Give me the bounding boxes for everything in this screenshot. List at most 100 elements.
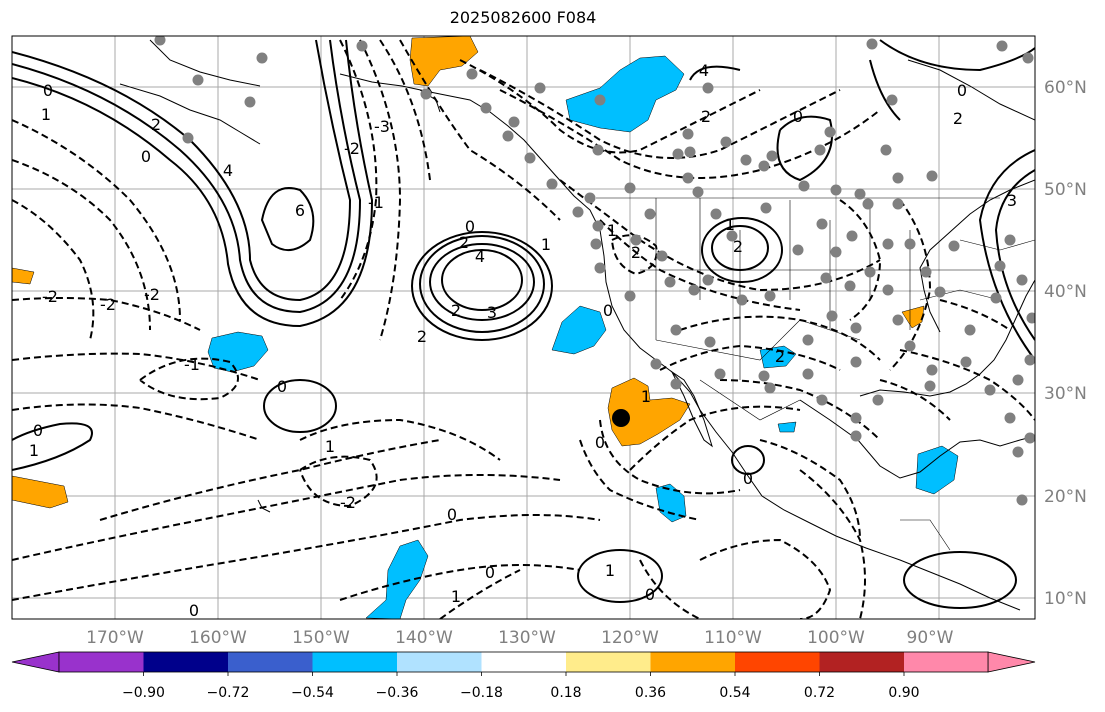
contour-label: 2 (775, 347, 785, 366)
colorbar-tick-labels: −0.90 −0.72 −0.54 −0.36 −0.18 0.18 0.36 … (122, 685, 920, 701)
colorbar-extend-left (11, 651, 60, 673)
latitude-labels: 60°N 50°N 40°N 30°N 20°N 10°N (1044, 78, 1087, 609)
station-markers (154, 36, 1035, 506)
map-background (12, 36, 1035, 619)
lat-label: 60°N (1044, 78, 1087, 98)
contour-label: -2 (344, 139, 360, 158)
colorbar-cell (566, 652, 651, 672)
contour-label: -2 (42, 287, 58, 306)
colorbar-tick-label: 0.54 (719, 685, 750, 701)
contour-label: 0 (33, 421, 43, 440)
contour-label: 1 (325, 437, 335, 456)
contour-label: -2 (100, 295, 116, 314)
contour-label: 0 (793, 107, 803, 126)
colorbar-cell (819, 652, 904, 672)
contour-label: 2 (701, 107, 711, 126)
contour-label: 4 (699, 61, 709, 80)
positive-anomaly-fills (12, 36, 925, 509)
lon-label: 130°W (498, 628, 556, 648)
contour-label: -1 (184, 355, 200, 374)
contour-label: 2 (733, 237, 743, 256)
contour-label: -2 (144, 285, 160, 304)
colorbar-tick-label: 0.72 (804, 685, 835, 701)
colorbar-tick-label: −0.18 (460, 685, 503, 701)
contour-label: 1 (41, 105, 51, 124)
lat-label: 20°N (1044, 487, 1087, 507)
colorbar-tick-label: 0.36 (635, 685, 666, 701)
contour-label: 1 (451, 587, 461, 606)
contour-label: 0 (43, 81, 53, 100)
contour-label: 0 (743, 469, 753, 488)
contour-label: 0 (645, 585, 655, 604)
contour-label: -3 (374, 117, 390, 136)
colorbar-tick-label: −0.36 (376, 685, 419, 701)
contour-label: 0 (957, 81, 967, 100)
contour-label: 2 (417, 327, 427, 346)
lon-label: 100°W (807, 628, 865, 648)
colorbar-tick-label: −0.54 (291, 685, 334, 701)
colorbar-frame (58, 651, 989, 673)
map-frame (11, 35, 1036, 620)
contour-label: 0 (485, 563, 495, 582)
contour-label: 1 (641, 387, 651, 406)
colorbar-cell (228, 652, 313, 672)
colorbar-ticks (143, 672, 905, 676)
black-dot-marker (612, 409, 630, 427)
contour-label: 2 (953, 109, 963, 128)
lon-label: 90°W (907, 628, 954, 648)
contour-label: 1 (29, 441, 39, 460)
colorbar-cells (59, 652, 988, 672)
colorbar-cell (59, 652, 144, 672)
colorbar-tick-label: −0.72 (207, 685, 250, 701)
contour-label: 0 (447, 505, 457, 524)
contour-label: -2 (340, 493, 356, 512)
colorbar-tick-label: −0.90 (122, 685, 165, 701)
contour-label: 1 (605, 561, 615, 580)
negative-anomaly-fills (207, 55, 959, 619)
colorbar-tick-label: 0.18 (550, 685, 581, 701)
contour-label: 4 (223, 161, 233, 180)
lat-label: 10°N (1044, 589, 1087, 609)
contour-label: 1 (725, 215, 735, 234)
contour-label: 2 (459, 233, 469, 252)
lon-label: 150°W (292, 628, 350, 648)
colorbar-extend-right (987, 651, 1036, 673)
lat-label: 50°N (1044, 180, 1087, 200)
colorbar-tick-label: 0.90 (888, 685, 919, 701)
contour-label: 0 (595, 433, 605, 452)
lat-label: 40°N (1044, 282, 1087, 302)
contour-label-group: 0 1 2 0 4 6 -3 -2 -1 0 2 4 1 2 3 2 -2 -2… (29, 61, 1017, 620)
colorbar-cell (481, 652, 566, 672)
contour-label: 2 (631, 243, 641, 262)
contour-label: 3 (1007, 191, 1017, 210)
contour-label: -1 (368, 193, 384, 212)
colorbar-cell (650, 652, 735, 672)
map-title: 2025082600 F084 (449, 8, 597, 27)
contour-label: 6 (295, 201, 305, 220)
contour-label: 0 (141, 147, 151, 166)
colorbar-cell (312, 652, 397, 672)
contour-label: 1 (607, 221, 617, 240)
contour-label: 0 (189, 601, 199, 620)
contour-label: 0 (277, 377, 287, 396)
colorbar-cell (904, 652, 988, 672)
contour-label: 4 (475, 247, 485, 266)
colorbar-cell (143, 652, 228, 672)
colorbar-cell (735, 652, 820, 672)
lon-label: 120°W (601, 628, 659, 648)
gridlines (12, 36, 1035, 619)
contour-label: 2 (151, 115, 161, 134)
lon-label: 140°W (395, 628, 453, 648)
colorbar: −0.90 −0.72 −0.54 −0.36 −0.18 0.18 0.36 … (11, 651, 1036, 701)
contour-label: 0 (465, 217, 475, 236)
lon-label: 170°W (86, 628, 144, 648)
longitude-labels: 170°W 160°W 150°W 140°W 130°W 120°W 110°… (86, 628, 954, 648)
lon-label: 160°W (189, 628, 247, 648)
lat-label: 30°N (1044, 384, 1087, 404)
contour-label: 0 (603, 301, 613, 320)
contour-label: 1 (541, 235, 551, 254)
positive-contours (12, 39, 1035, 609)
lon-label: 110°W (704, 628, 762, 648)
contour-label: 3 (487, 303, 497, 322)
